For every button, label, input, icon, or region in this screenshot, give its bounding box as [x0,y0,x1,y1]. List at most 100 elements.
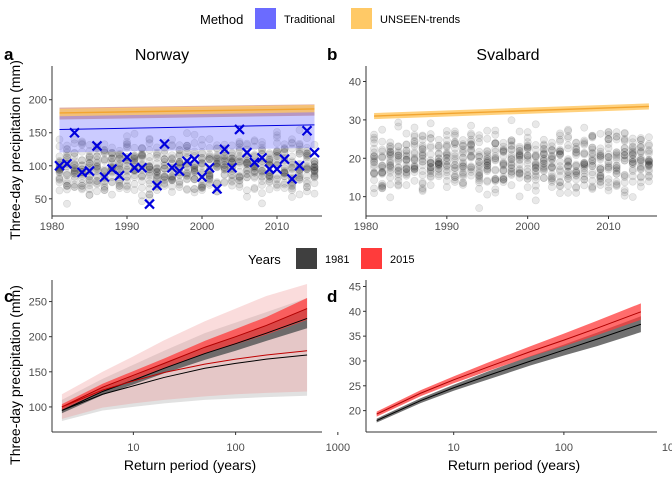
ensemble-point-b [636,143,645,151]
ensemble-point-a [175,149,184,158]
ensemble-point-b [491,139,500,147]
ensemble-point-b [402,164,411,173]
ensemble-point-a [123,185,131,194]
ensemble-point-b [442,157,451,166]
ensemble-point-a [310,165,319,174]
ensemble-point-a [70,152,79,161]
ensemble-point-a [198,154,206,163]
ensemble-point-a [100,155,109,164]
ytick-label-b-2: 30 [349,115,361,127]
ensemble-point-b [451,163,459,172]
ensemble-point-b [515,169,524,178]
ensemble-point-b [572,148,581,156]
ensemble-point-b [475,204,484,213]
xtick-label-a-2: 2000 [190,221,214,233]
ensemble-point-b [596,129,605,138]
ensemble-point-a [63,145,71,153]
ensemble-point-b [539,140,548,149]
ensemble-point-b [645,141,653,150]
ensemble-point-b [612,148,621,157]
ensemble-point-b [402,165,411,173]
ensemble-point-b [539,154,548,163]
ensemble-point-b [548,177,556,186]
ensemble-point-a [258,172,266,181]
ensemble-point-a [258,181,266,189]
ensemble-point-b [402,149,411,158]
ensemble-point-a [145,176,154,185]
traditional-line-a [59,124,315,130]
ensemble-point-b [434,159,443,168]
xtick-label-c-0: 10 [127,442,139,454]
ensemble-point-b [515,142,524,151]
ensemble-point-b [378,184,387,193]
ensemble-point-b [539,135,548,144]
ensemble-point-b [434,172,443,181]
ensemble-point-a [190,185,199,194]
ensemble-point-b [604,163,613,172]
ensemble-point-b [580,160,589,169]
ensemble-point-b [442,162,451,171]
ensemble-point-b [628,143,637,152]
ensemble-point-b [451,154,459,163]
ensemble-point-a [273,174,281,183]
ensemble-point-b [588,148,597,157]
ensemble-point-b [386,150,395,159]
ensemble-point-b [499,173,508,181]
line-1981-c [61,317,308,411]
nonstat-line-1981-c [61,354,308,411]
ensemble-point-b [556,129,564,138]
ensemble-point-b [572,148,581,157]
ensemble-point-b [612,151,621,160]
ensemble-point-a [205,155,214,164]
ensemble-point-a [138,165,146,174]
ytick-label-d-0: 20 [349,406,361,418]
ensemble-point-b [572,162,581,171]
ensemble-point-b [580,181,589,190]
ensemble-point-b [491,165,500,174]
ensemble-point-b [507,145,516,154]
ensemble-point-a [310,165,319,174]
ensemble-point-b [459,179,467,188]
ensemble-point-b [475,134,484,143]
ensemble-point-b [386,163,395,172]
ensemble-point-b [548,152,556,161]
ensemble-point-a [280,144,289,152]
ensemble-point-b [515,147,524,155]
ensemble-point-b [434,158,443,167]
ensemble-point-b [628,160,637,168]
ensemble-point-a [220,163,229,172]
ensemble-point-a [280,166,289,175]
ensemble-point-b [370,144,378,153]
ensemble-point-b [402,151,411,160]
ensemble-point-b [386,173,395,182]
ensemble-point-b [612,177,621,186]
ensemble-point-b [467,129,475,138]
legend-method-label-unseen: UNSEEN-trends [380,14,461,26]
ensemble-point-a [288,144,296,153]
ensemble-point-a [190,149,199,158]
ensemble-point-b [483,176,492,185]
ensemble-point-a [228,174,236,182]
ensemble-point-b [386,166,395,175]
ensemble-point-b [531,152,540,160]
ensemble-point-b [531,158,540,167]
ensemble-point-b [483,161,492,170]
ensemble-point-a [70,168,79,177]
ensemble-point-b [467,165,475,174]
ensemble-point-a [70,180,79,189]
ensemble-point-a [160,172,169,181]
ensemble-point-b [370,169,378,178]
observed-point-a [166,162,178,174]
ensemble-point-a [63,179,71,188]
xtick-label-d-0: 10 [448,442,460,454]
ensemble-point-a [243,158,251,167]
ensemble-point-a [145,134,154,143]
ensemble-point-b [580,138,589,147]
ensemble-point-a [295,175,304,184]
ensemble-point-a [220,165,229,174]
ensemble-point-b [628,138,637,147]
ensemble-point-b [475,164,484,173]
ensemble-point-a [85,158,94,167]
ensemble-point-b [459,161,467,170]
ensemble-point-b [467,131,475,140]
